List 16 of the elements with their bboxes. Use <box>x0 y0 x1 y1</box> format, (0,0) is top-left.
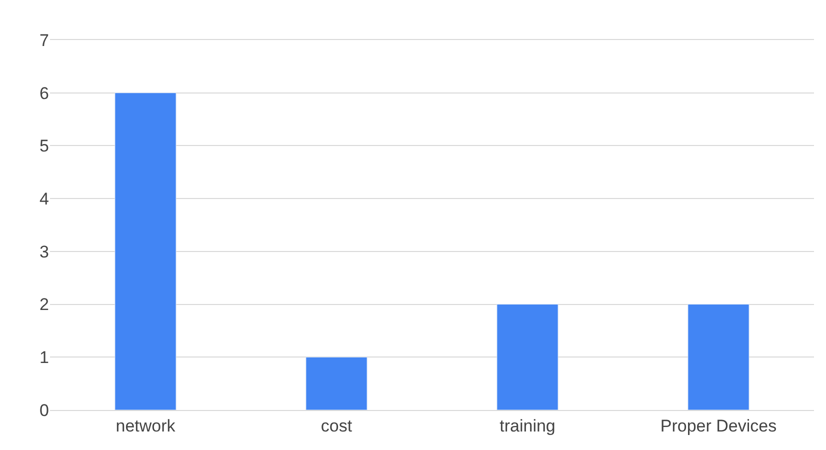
bar <box>688 304 750 410</box>
y-tick-label: 3 <box>40 242 49 262</box>
bar <box>306 356 368 410</box>
x-tick-label: Proper Devices <box>660 416 777 436</box>
y-tick-label: 1 <box>40 348 49 368</box>
y-tick-label: 5 <box>40 136 49 156</box>
x-tick-label: cost <box>320 416 352 436</box>
y-tick-label: 6 <box>40 84 49 103</box>
bar <box>496 304 558 410</box>
y-tick-label: 4 <box>40 190 49 209</box>
x-tick-label: network <box>116 416 176 436</box>
y-tick-label: 7 <box>40 30 49 50</box>
bar <box>114 92 176 410</box>
x-tick-label: training <box>500 416 556 436</box>
y-tick-label: 0 <box>40 400 49 420</box>
y-tick-label: 2 <box>40 295 49 314</box>
